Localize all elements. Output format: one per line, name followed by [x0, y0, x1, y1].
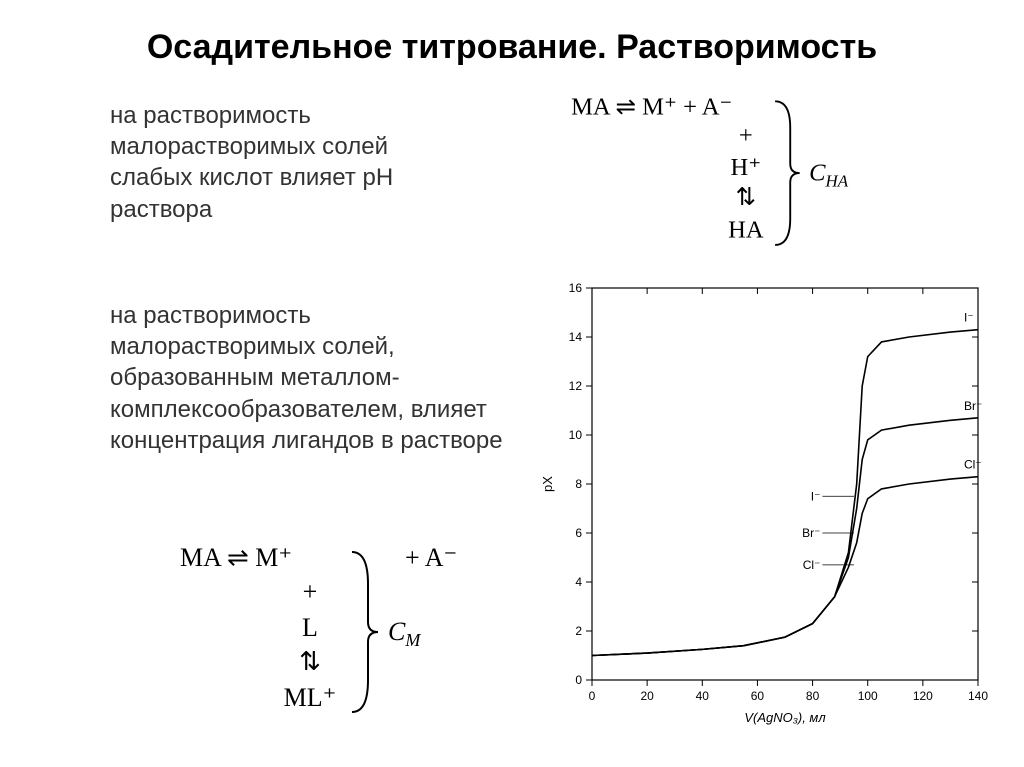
- x-tick-label: 40: [696, 689, 710, 703]
- series-Cl-: [592, 477, 978, 656]
- x-axis-label: V(AgNO₃), мл: [744, 710, 826, 725]
- paragraph-ligand-effect: на растворимость малорастворимых солей, …: [110, 300, 510, 456]
- series-end-label-Br-: Br⁻: [964, 399, 982, 413]
- eq2-tail: + A⁻: [405, 543, 457, 572]
- eq1-bottom: HA: [728, 216, 764, 243]
- series-end-label-Cl-: Cl⁻: [964, 458, 982, 472]
- y-tick-label: 10: [569, 428, 583, 442]
- eq1-plus: +: [739, 122, 753, 149]
- eq1-top: MA ⇌ M⁺ + A⁻: [571, 94, 732, 121]
- x-tick-label: 20: [640, 689, 654, 703]
- eq2-brace: [352, 552, 378, 712]
- y-tick-label: 2: [575, 624, 582, 638]
- series-I-: [592, 330, 978, 656]
- eq1-brace: [775, 101, 800, 245]
- eq1-arrows: ⇅: [736, 184, 757, 211]
- eq2-plus: +: [303, 577, 318, 606]
- y-tick-label: 14: [569, 330, 583, 344]
- y-tick-label: 12: [569, 379, 583, 393]
- y-tick-label: 8: [575, 477, 582, 491]
- eq2-arrows: ⇅: [299, 647, 321, 676]
- equation-ph: MA ⇌ M⁺ + A⁻ + H⁺ ⇅ HA CHA: [560, 90, 960, 260]
- page-title: Осадительное титрование. Растворимость: [0, 28, 1024, 67]
- x-tick-label: 140: [968, 689, 988, 703]
- x-tick-label: 60: [751, 689, 765, 703]
- y-tick-label: 6: [575, 526, 582, 540]
- eq1-brace-label: CHA: [809, 160, 849, 191]
- eq2-brace-label: CM: [388, 617, 421, 650]
- y-tick-label: 16: [569, 281, 583, 295]
- y-tick-label: 0: [575, 673, 582, 687]
- x-tick-label: 120: [913, 689, 933, 703]
- titration-chart: 0 20 40 60 80 100 120 140 0 2 4 6 8 10 12 14 16 V(AgNO₃),…: [530, 270, 1000, 740]
- eq2-bottom: ML⁺: [284, 683, 337, 712]
- x-tick-label: 0: [589, 689, 596, 703]
- series-Br-: [592, 418, 978, 656]
- eq2-top: MA ⇌ M⁺: [180, 543, 292, 572]
- x-tick-label: 100: [858, 689, 878, 703]
- x-tick-label: 80: [806, 689, 820, 703]
- y-tick-label: 4: [575, 575, 582, 589]
- eq1-mid: H⁺: [730, 154, 761, 181]
- plot-area: [592, 288, 978, 680]
- y-axis-label: pX: [540, 476, 555, 492]
- eq2-mid: L: [302, 613, 318, 642]
- series-mid-label-I-: I⁻: [811, 489, 821, 503]
- series-mid-label-Cl-: Cl⁻: [803, 558, 821, 572]
- equation-ligand: MA ⇌ M⁺ + A⁻ + L ⇅ ML⁺ CM: [180, 540, 580, 740]
- series-end-label-I-: I⁻: [964, 311, 974, 325]
- series-mid-label-Br-: Br⁻: [802, 526, 820, 540]
- paragraph-ph-effect: на растворимость малорастворимых солей с…: [110, 100, 470, 225]
